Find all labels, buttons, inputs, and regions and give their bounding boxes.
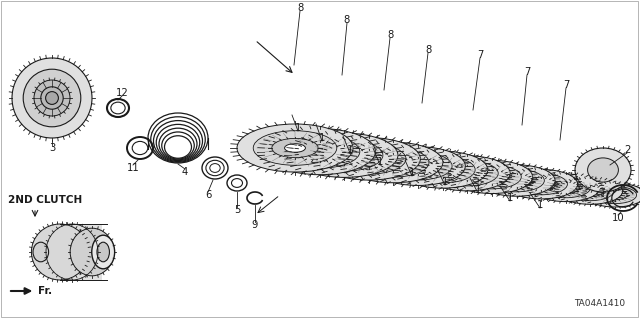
- Ellipse shape: [435, 167, 451, 173]
- Ellipse shape: [332, 144, 406, 174]
- Text: 8: 8: [425, 45, 431, 55]
- Ellipse shape: [584, 189, 596, 194]
- Ellipse shape: [385, 159, 403, 166]
- Ellipse shape: [478, 165, 555, 196]
- Ellipse shape: [23, 69, 81, 127]
- Ellipse shape: [436, 161, 498, 186]
- Ellipse shape: [410, 163, 427, 170]
- Ellipse shape: [585, 183, 640, 207]
- Ellipse shape: [501, 174, 532, 187]
- Text: 2ND CLUTCH: 2ND CLUTCH: [8, 195, 83, 205]
- Ellipse shape: [410, 156, 475, 183]
- Text: 1: 1: [319, 133, 325, 143]
- Ellipse shape: [33, 242, 49, 262]
- Text: 7: 7: [524, 67, 530, 77]
- Ellipse shape: [344, 142, 443, 183]
- Text: 5: 5: [234, 205, 240, 215]
- Ellipse shape: [323, 146, 365, 164]
- Ellipse shape: [463, 165, 521, 189]
- Ellipse shape: [593, 186, 637, 204]
- Ellipse shape: [505, 169, 578, 199]
- Ellipse shape: [588, 158, 618, 182]
- Ellipse shape: [577, 186, 604, 197]
- Ellipse shape: [310, 147, 330, 156]
- Ellipse shape: [509, 178, 524, 183]
- Ellipse shape: [348, 150, 390, 167]
- Ellipse shape: [360, 155, 378, 163]
- FancyBboxPatch shape: [60, 224, 102, 280]
- Ellipse shape: [237, 124, 353, 172]
- Ellipse shape: [397, 151, 488, 188]
- Ellipse shape: [272, 138, 318, 158]
- Text: 7: 7: [563, 80, 569, 90]
- Ellipse shape: [280, 135, 360, 168]
- Ellipse shape: [92, 235, 115, 269]
- Text: 1: 1: [442, 177, 448, 187]
- Text: 9: 9: [252, 220, 258, 230]
- Ellipse shape: [451, 160, 532, 194]
- Text: Fr.: Fr.: [11, 286, 52, 296]
- Ellipse shape: [297, 142, 342, 161]
- Ellipse shape: [371, 147, 465, 185]
- Text: 1: 1: [507, 193, 513, 203]
- Ellipse shape: [41, 87, 63, 109]
- Ellipse shape: [527, 178, 556, 190]
- Text: 2: 2: [624, 145, 630, 155]
- Ellipse shape: [450, 166, 484, 180]
- Text: 1: 1: [295, 123, 301, 133]
- Ellipse shape: [34, 80, 70, 116]
- Ellipse shape: [31, 224, 88, 280]
- Text: 7: 7: [477, 50, 483, 60]
- Text: 12: 12: [116, 88, 129, 98]
- Ellipse shape: [489, 169, 545, 192]
- Ellipse shape: [425, 162, 461, 177]
- Ellipse shape: [291, 133, 398, 177]
- Ellipse shape: [559, 185, 572, 190]
- Ellipse shape: [285, 144, 305, 152]
- Ellipse shape: [558, 178, 623, 204]
- Ellipse shape: [460, 170, 475, 176]
- Text: 3: 3: [49, 143, 55, 153]
- Text: 10: 10: [612, 213, 624, 223]
- Ellipse shape: [374, 154, 413, 171]
- Ellipse shape: [264, 129, 376, 175]
- Ellipse shape: [317, 137, 420, 180]
- Text: 8: 8: [387, 30, 393, 40]
- Ellipse shape: [305, 139, 383, 171]
- Ellipse shape: [534, 182, 548, 187]
- Text: 1: 1: [409, 168, 415, 178]
- Ellipse shape: [335, 151, 354, 159]
- Ellipse shape: [603, 190, 627, 200]
- Ellipse shape: [476, 170, 508, 183]
- Ellipse shape: [567, 182, 614, 201]
- Ellipse shape: [552, 182, 579, 193]
- Text: 8: 8: [297, 3, 303, 13]
- Ellipse shape: [531, 174, 600, 202]
- Ellipse shape: [424, 156, 510, 191]
- Text: 4: 4: [182, 167, 188, 177]
- Text: 1: 1: [377, 157, 383, 167]
- Text: 6: 6: [205, 190, 211, 200]
- Ellipse shape: [541, 178, 591, 198]
- Text: 1: 1: [347, 145, 353, 155]
- Ellipse shape: [97, 242, 109, 262]
- Text: 1: 1: [475, 185, 481, 195]
- Ellipse shape: [358, 148, 429, 177]
- Text: 8: 8: [344, 15, 350, 25]
- Ellipse shape: [70, 228, 114, 276]
- Text: 1: 1: [537, 200, 543, 210]
- Text: TA04A1410: TA04A1410: [574, 299, 625, 308]
- Ellipse shape: [45, 92, 58, 104]
- Ellipse shape: [384, 152, 452, 180]
- Ellipse shape: [399, 158, 437, 174]
- Text: 11: 11: [127, 163, 140, 173]
- Ellipse shape: [515, 174, 568, 195]
- Ellipse shape: [610, 193, 620, 197]
- Ellipse shape: [253, 131, 337, 165]
- Ellipse shape: [575, 148, 631, 192]
- Ellipse shape: [484, 174, 499, 180]
- Ellipse shape: [12, 58, 92, 138]
